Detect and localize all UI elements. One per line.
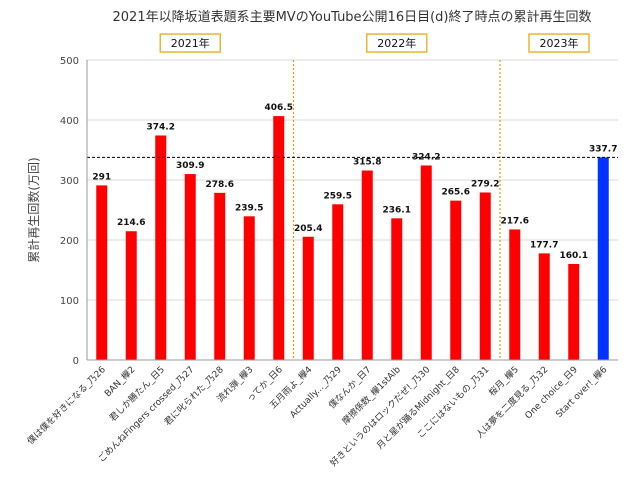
- bar: [420, 165, 432, 360]
- bar: [214, 192, 226, 360]
- year-label: 2021年: [171, 36, 210, 50]
- y-tick-label: 0: [73, 356, 79, 367]
- y-tick-label: 200: [60, 236, 79, 247]
- bar: [538, 253, 550, 360]
- year-box: [528, 33, 590, 53]
- y-tick-label: 100: [60, 296, 79, 307]
- bar: [479, 192, 491, 360]
- bar: [96, 185, 108, 360]
- bar: [450, 200, 462, 360]
- category-label: 僕は僕を好きになる_乃26: [24, 363, 108, 447]
- y-tick-label: 400: [60, 116, 79, 127]
- value-label: 217.6: [501, 216, 529, 226]
- value-label: 279.2: [471, 179, 499, 189]
- value-label: 214.6: [117, 218, 145, 228]
- value-label: 239.5: [235, 203, 263, 213]
- bar: [568, 263, 580, 360]
- gridlines: [87, 59, 618, 301]
- year-box: [366, 33, 428, 53]
- value-label: 265.6: [442, 188, 470, 198]
- value-label: 291: [92, 172, 111, 182]
- value-label: 177.7: [530, 240, 558, 250]
- bar: [509, 229, 521, 360]
- value-label: 160.1: [560, 251, 588, 261]
- category-label: One choice_日9: [523, 364, 580, 421]
- bar: [125, 231, 137, 360]
- year-label: 2023年: [540, 36, 579, 50]
- bars: [96, 116, 609, 360]
- year-box: [159, 33, 221, 53]
- year-group-labels: 2021年 2022年 2023年: [159, 33, 590, 53]
- y-axis-label: 累計再生回数(万回): [26, 157, 41, 262]
- bar: [155, 135, 167, 360]
- value-label: 324.2: [412, 152, 440, 162]
- value-label: 259.5: [324, 191, 352, 201]
- value-label: 236.1: [383, 205, 411, 215]
- category-label: Actually..._乃29: [288, 364, 344, 420]
- bar: [597, 157, 609, 360]
- value-label: 278.6: [206, 180, 234, 190]
- value-label: 337.7: [589, 144, 617, 154]
- y-tick-label: 300: [60, 176, 79, 187]
- chart-title: 2021年以降坂道表題系主要MVのYouTube公開16日目(d)終了時点の累計…: [113, 9, 592, 25]
- value-label: 374.2: [147, 122, 175, 132]
- category-label: Start over!_欅6: [554, 364, 610, 420]
- bar: [332, 204, 344, 360]
- axes: [86, 60, 618, 361]
- year-label: 2022年: [377, 36, 416, 50]
- value-label: 309.9: [176, 161, 204, 171]
- category-labels: 僕は僕を好きになる_乃26BAN_欅2君しか勝たん_日5ごめんねFingers …: [24, 363, 609, 468]
- value-label: 406.5: [265, 103, 293, 113]
- y-tick-label: 500: [60, 56, 79, 67]
- year-dividers: [292, 60, 501, 360]
- bar: [184, 174, 196, 360]
- bar: [361, 170, 373, 360]
- bar: [391, 218, 403, 360]
- value-label: 205.4: [294, 224, 322, 234]
- bar: [302, 236, 314, 360]
- bar: [273, 116, 285, 360]
- value-label: 315.8: [353, 158, 381, 168]
- bar: [243, 216, 255, 360]
- y-axis-ticks: 0 100 200 300 400 500: [60, 56, 79, 367]
